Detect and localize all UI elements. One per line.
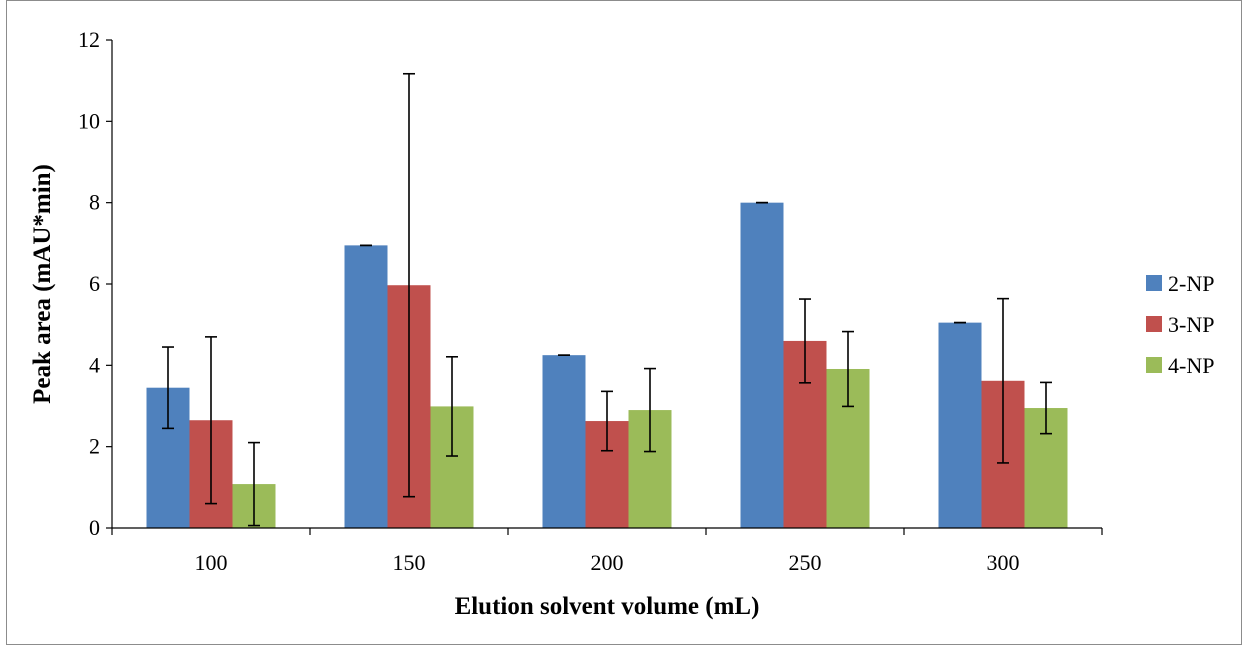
bar-2-np-150 — [344, 245, 388, 528]
error-bar — [799, 298, 811, 384]
error-bar — [1040, 381, 1052, 435]
y-tick-label: 8 — [89, 190, 100, 215]
x-axis-title: Elution solvent volume (mL) — [455, 593, 760, 620]
bars-layer — [146, 202, 1068, 528]
bar-2-np-250 — [740, 202, 784, 528]
y-axis-title: Peak area (mAU*min) — [29, 164, 56, 404]
error-bar — [162, 346, 174, 430]
error-bar — [997, 297, 1009, 464]
error-bar — [403, 72, 415, 498]
x-tick-label: 100 — [195, 550, 228, 575]
legend-label-2-np: 2-NP — [1168, 271, 1214, 296]
x-tick-label: 200 — [591, 550, 624, 575]
error-bar — [601, 390, 613, 452]
error-bar — [248, 441, 260, 527]
bar-2-np-200 — [542, 355, 586, 528]
y-tick-label: 4 — [89, 352, 100, 377]
error-bar — [842, 330, 854, 408]
y-ticks: 0 2 4 6 8 10 12 — [78, 27, 112, 540]
y-tick-label: 0 — [89, 515, 100, 540]
legend-label-4-np: 4-NP — [1168, 353, 1214, 378]
y-tick-label: 6 — [89, 271, 100, 296]
error-bar — [446, 355, 458, 457]
y-tick-label: 10 — [78, 108, 100, 133]
x-ticks: 100 150 200 250 300 — [111, 528, 1103, 575]
x-tick-label: 250 — [789, 550, 822, 575]
bar-2-np-300 — [938, 322, 982, 528]
legend: 2-NP 3-NP 4-NP — [1146, 271, 1214, 378]
y-tick-label: 12 — [78, 27, 100, 52]
legend-swatch-2-np — [1146, 275, 1162, 291]
legend-label-3-np: 3-NP — [1168, 312, 1214, 337]
error-bar — [205, 336, 217, 505]
legend-swatch-4-np — [1146, 357, 1162, 373]
error-bars-layer — [162, 72, 1052, 527]
error-bar — [644, 367, 656, 453]
legend-swatch-3-np — [1146, 316, 1162, 332]
x-tick-label: 300 — [987, 550, 1020, 575]
x-tick-label: 150 — [393, 550, 426, 575]
y-tick-label: 2 — [89, 434, 100, 459]
chart-frame — [6, 0, 1242, 645]
